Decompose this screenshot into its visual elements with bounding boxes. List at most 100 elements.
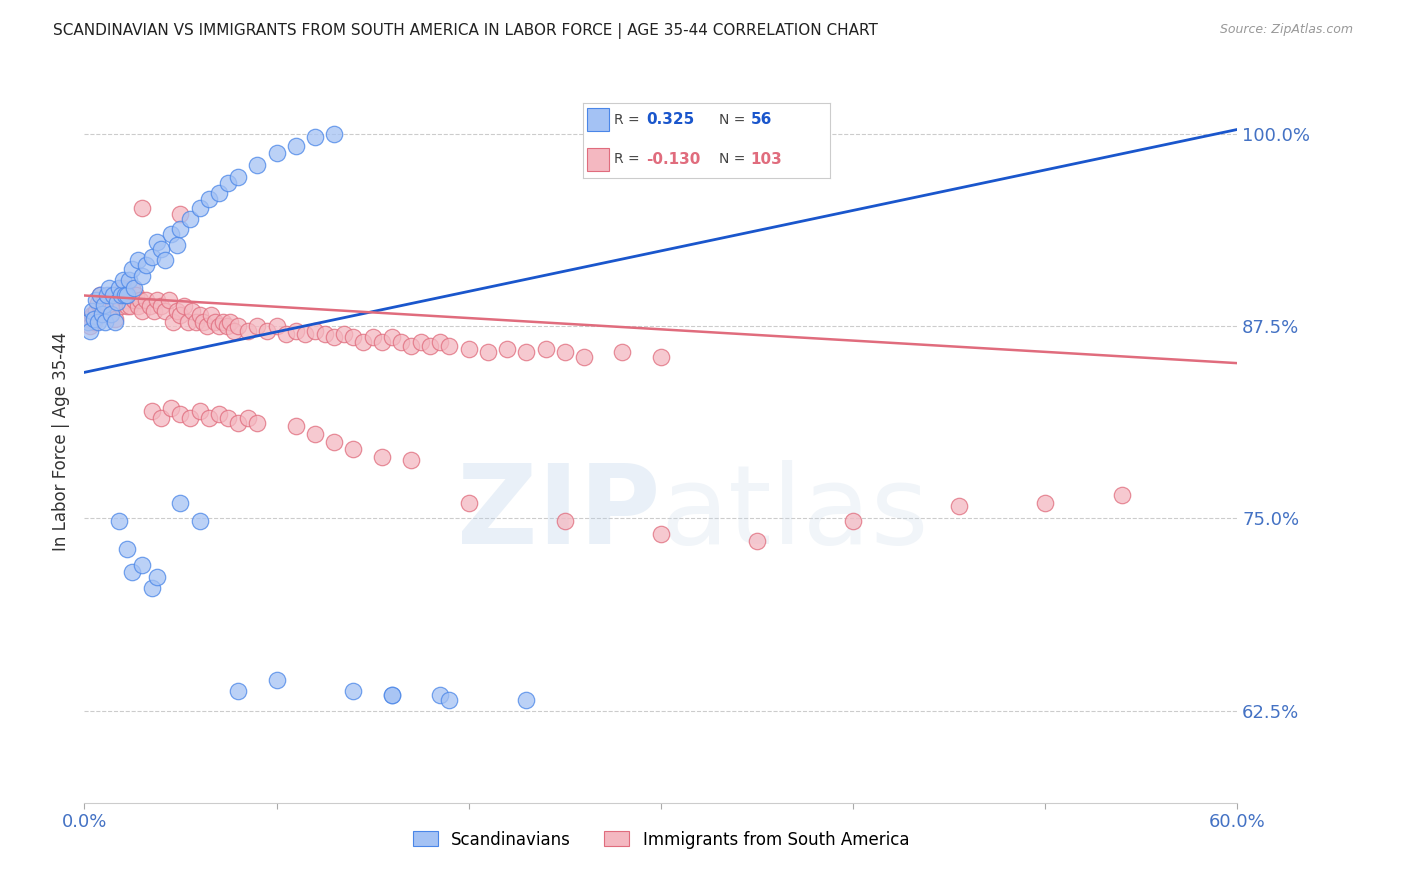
Point bbox=[115, 299, 138, 313]
Point bbox=[236, 411, 259, 425]
Point bbox=[184, 315, 207, 329]
Point bbox=[98, 281, 121, 295]
Point bbox=[457, 343, 479, 357]
Point bbox=[218, 176, 240, 190]
Point bbox=[150, 243, 173, 257]
Point bbox=[439, 339, 461, 353]
Text: 0.325: 0.325 bbox=[647, 112, 695, 128]
Point bbox=[111, 273, 134, 287]
Point bbox=[108, 281, 131, 295]
Point bbox=[188, 309, 211, 323]
Point bbox=[323, 330, 346, 344]
Point bbox=[256, 324, 278, 338]
Point bbox=[80, 304, 103, 318]
Point bbox=[127, 299, 149, 313]
Point bbox=[90, 304, 112, 318]
Point bbox=[108, 515, 131, 529]
Point bbox=[117, 273, 139, 287]
Text: SCANDINAVIAN VS IMMIGRANTS FROM SOUTH AMERICA IN LABOR FORCE | AGE 35-44 CORRELA: SCANDINAVIAN VS IMMIGRANTS FROM SOUTH AM… bbox=[53, 23, 879, 39]
Point bbox=[169, 222, 191, 236]
Point bbox=[77, 315, 100, 329]
Point bbox=[100, 307, 122, 321]
Point bbox=[169, 407, 191, 421]
Point bbox=[371, 450, 394, 464]
Point bbox=[276, 326, 298, 341]
Point bbox=[612, 345, 634, 359]
Point bbox=[284, 419, 307, 434]
Point bbox=[181, 304, 204, 318]
Point bbox=[115, 542, 138, 557]
Point bbox=[188, 201, 211, 215]
Point bbox=[236, 324, 259, 338]
Point bbox=[166, 237, 188, 252]
Point bbox=[342, 683, 364, 698]
Point bbox=[323, 434, 346, 449]
Point bbox=[188, 515, 211, 529]
Point bbox=[162, 315, 184, 329]
Point bbox=[284, 139, 307, 153]
Text: 103: 103 bbox=[751, 152, 783, 167]
Point bbox=[224, 324, 246, 338]
Point bbox=[83, 315, 105, 329]
Point bbox=[179, 211, 201, 226]
Point bbox=[208, 319, 231, 334]
Point bbox=[110, 288, 132, 302]
Point bbox=[266, 673, 288, 687]
Point bbox=[120, 299, 142, 313]
Point bbox=[948, 499, 970, 513]
Point bbox=[745, 534, 768, 549]
Point bbox=[204, 315, 226, 329]
Text: atlas: atlas bbox=[661, 460, 929, 567]
Point bbox=[226, 319, 249, 334]
Point bbox=[105, 294, 128, 309]
Text: -0.130: -0.130 bbox=[647, 152, 700, 167]
Point bbox=[103, 288, 124, 302]
Point bbox=[131, 201, 153, 215]
Point bbox=[208, 186, 231, 200]
Point bbox=[98, 309, 121, 323]
Point bbox=[100, 288, 122, 302]
Point bbox=[371, 334, 394, 349]
Point bbox=[89, 288, 111, 302]
Point bbox=[96, 296, 118, 310]
Point bbox=[114, 288, 136, 302]
Point bbox=[554, 515, 576, 529]
Point bbox=[650, 350, 672, 364]
Point bbox=[650, 526, 672, 541]
Point bbox=[391, 334, 413, 349]
Point bbox=[246, 158, 269, 172]
Point bbox=[361, 330, 384, 344]
Point bbox=[117, 288, 139, 302]
Point bbox=[323, 127, 346, 141]
Point bbox=[429, 334, 451, 349]
Point bbox=[477, 345, 499, 359]
Point bbox=[125, 288, 148, 302]
Point bbox=[515, 693, 537, 707]
Point bbox=[496, 343, 519, 357]
Point bbox=[141, 581, 163, 595]
Point bbox=[166, 304, 188, 318]
Point bbox=[198, 192, 221, 206]
Point bbox=[114, 293, 136, 307]
Bar bbox=[588, 148, 609, 171]
Point bbox=[142, 304, 165, 318]
Point bbox=[304, 324, 326, 338]
Point bbox=[219, 315, 242, 329]
Point bbox=[419, 339, 441, 353]
Point bbox=[131, 304, 153, 318]
Point bbox=[153, 253, 176, 268]
Point bbox=[141, 250, 163, 264]
Point bbox=[146, 235, 169, 249]
Point bbox=[150, 411, 173, 425]
Point bbox=[266, 145, 288, 160]
Point bbox=[87, 315, 110, 329]
Point bbox=[534, 343, 557, 357]
Point bbox=[352, 334, 374, 349]
Point bbox=[409, 334, 432, 349]
Point bbox=[131, 268, 153, 283]
Point bbox=[381, 688, 404, 702]
Point bbox=[198, 411, 221, 425]
Point bbox=[94, 315, 117, 329]
Point bbox=[381, 330, 404, 344]
Point bbox=[381, 688, 404, 702]
